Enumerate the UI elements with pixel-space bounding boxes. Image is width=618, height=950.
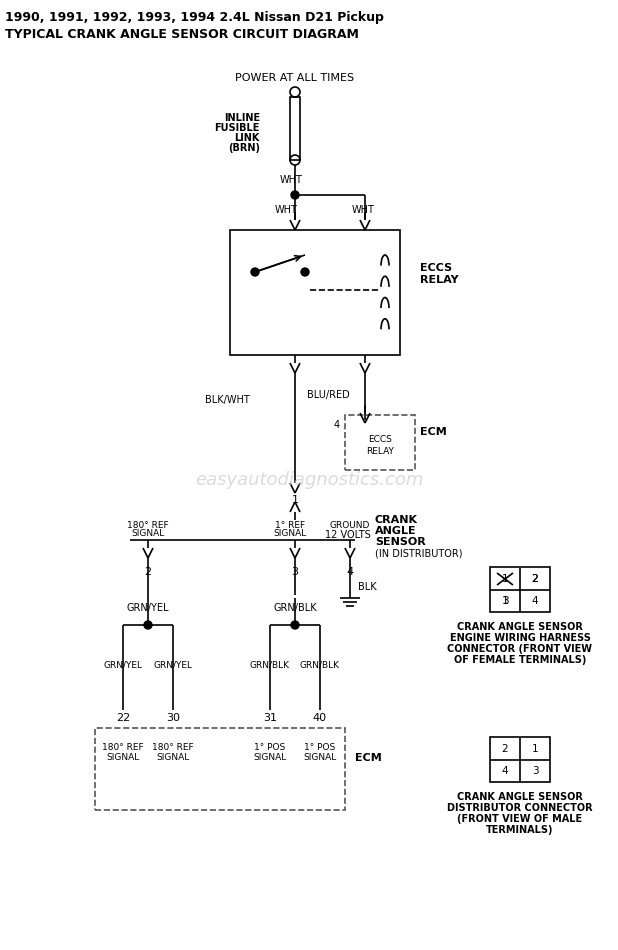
Text: 31: 31 [263,713,277,723]
Text: 3: 3 [292,567,298,577]
Text: easyautodiagnostics.com: easyautodiagnostics.com [195,471,423,489]
Text: 40: 40 [313,713,327,723]
Text: SIGNAL: SIGNAL [106,753,140,763]
Text: SIGNAL: SIGNAL [273,528,307,538]
Text: ECM: ECM [355,753,382,763]
Text: POWER AT ALL TIMES: POWER AT ALL TIMES [235,73,355,83]
Text: ENGINE WIRING HARNESS: ENGINE WIRING HARNESS [449,633,590,643]
Text: TERMINALS): TERMINALS) [486,825,554,835]
Circle shape [144,621,152,629]
Bar [490,737,550,782]
Text: SENSOR: SENSOR [375,537,426,547]
Text: 180° REF: 180° REF [102,744,144,752]
Text: RELAY: RELAY [420,275,459,285]
Text: 2: 2 [531,574,538,584]
Bar [230,230,400,355]
Text: (BRN): (BRN) [228,143,260,153]
Circle shape [291,621,299,629]
Text: 1° POS: 1° POS [255,744,286,752]
Text: 3: 3 [531,766,538,776]
Text: OF FEMALE TERMINALS): OF FEMALE TERMINALS) [454,655,586,665]
Bar [290,97,300,160]
Text: LINK: LINK [235,133,260,143]
Text: GRN/BLK: GRN/BLK [300,660,340,670]
Text: 180° REF: 180° REF [127,521,169,529]
Bar [95,728,345,810]
Text: 2: 2 [502,744,509,754]
Text: BLK: BLK [358,582,376,592]
Text: ECCS: ECCS [368,435,392,445]
Text: 2: 2 [145,567,151,577]
Text: GRN/BLK: GRN/BLK [250,660,290,670]
Text: 180° REF: 180° REF [152,744,194,752]
Text: WHT: WHT [280,175,303,185]
Text: CONNECTOR (FRONT VIEW: CONNECTOR (FRONT VIEW [447,644,593,654]
Text: CRANK ANGLE SENSOR: CRANK ANGLE SENSOR [457,622,583,632]
Text: ECM: ECM [420,427,447,437]
Text: TYPICAL CRANK ANGLE SENSOR CIRCUIT DIAGRAM: TYPICAL CRANK ANGLE SENSOR CIRCUIT DIAGR… [5,28,359,41]
Text: GRN/YEL: GRN/YEL [153,660,192,670]
Text: 30: 30 [166,713,180,723]
Text: 4: 4 [531,596,538,606]
Text: SIGNAL: SIGNAL [253,753,287,763]
Text: 3: 3 [502,596,509,606]
Text: 1990, 1991, 1992, 1993, 1994 2.4L Nissan D21 Pickup: 1990, 1991, 1992, 1993, 1994 2.4L Nissan… [5,11,384,25]
Text: SIGNAL: SIGNAL [156,753,190,763]
Text: GROUND: GROUND [330,521,370,529]
Text: WHT: WHT [352,205,375,215]
Text: ECCS: ECCS [420,263,452,273]
Text: 1: 1 [531,744,538,754]
Text: CRANK ANGLE SENSOR: CRANK ANGLE SENSOR [457,792,583,802]
Text: ANGLE: ANGLE [375,526,417,536]
Text: 1: 1 [292,495,298,505]
Text: 12 VOLTS: 12 VOLTS [325,530,371,540]
Text: BLK/WHT: BLK/WHT [205,395,250,405]
Text: GRN/YEL: GRN/YEL [127,603,169,613]
Text: 2: 2 [531,574,538,584]
Text: 4: 4 [347,567,353,577]
Text: SIGNAL: SIGNAL [132,528,164,538]
Circle shape [291,191,299,199]
Text: DISTRIBUTOR CONNECTOR: DISTRIBUTOR CONNECTOR [447,803,593,813]
Bar [490,567,550,612]
Circle shape [251,268,259,276]
Text: 4: 4 [502,766,509,776]
Text: BLU/RED: BLU/RED [307,390,350,400]
Text: 1: 1 [502,574,509,584]
Text: (FRONT VIEW OF MALE: (FRONT VIEW OF MALE [457,814,583,824]
Text: 1° REF: 1° REF [275,521,305,529]
Text: INLINE: INLINE [224,113,260,123]
Text: 1° POS: 1° POS [305,744,336,752]
Text: GRN/YEL: GRN/YEL [103,660,143,670]
Text: (IN DISTRIBUTOR): (IN DISTRIBUTOR) [375,548,462,558]
Text: WHT: WHT [275,205,298,215]
Text: FUSIBLE: FUSIBLE [214,123,260,133]
Text: SIGNAL: SIGNAL [303,753,337,763]
Bar [345,415,415,470]
Circle shape [301,268,309,276]
Text: CRANK: CRANK [375,515,418,525]
Text: 4: 4 [334,420,340,430]
Text: RELAY: RELAY [366,447,394,457]
Text: 1: 1 [501,596,509,606]
Text: 22: 22 [116,713,130,723]
Text: GRN/BLK: GRN/BLK [273,603,317,613]
